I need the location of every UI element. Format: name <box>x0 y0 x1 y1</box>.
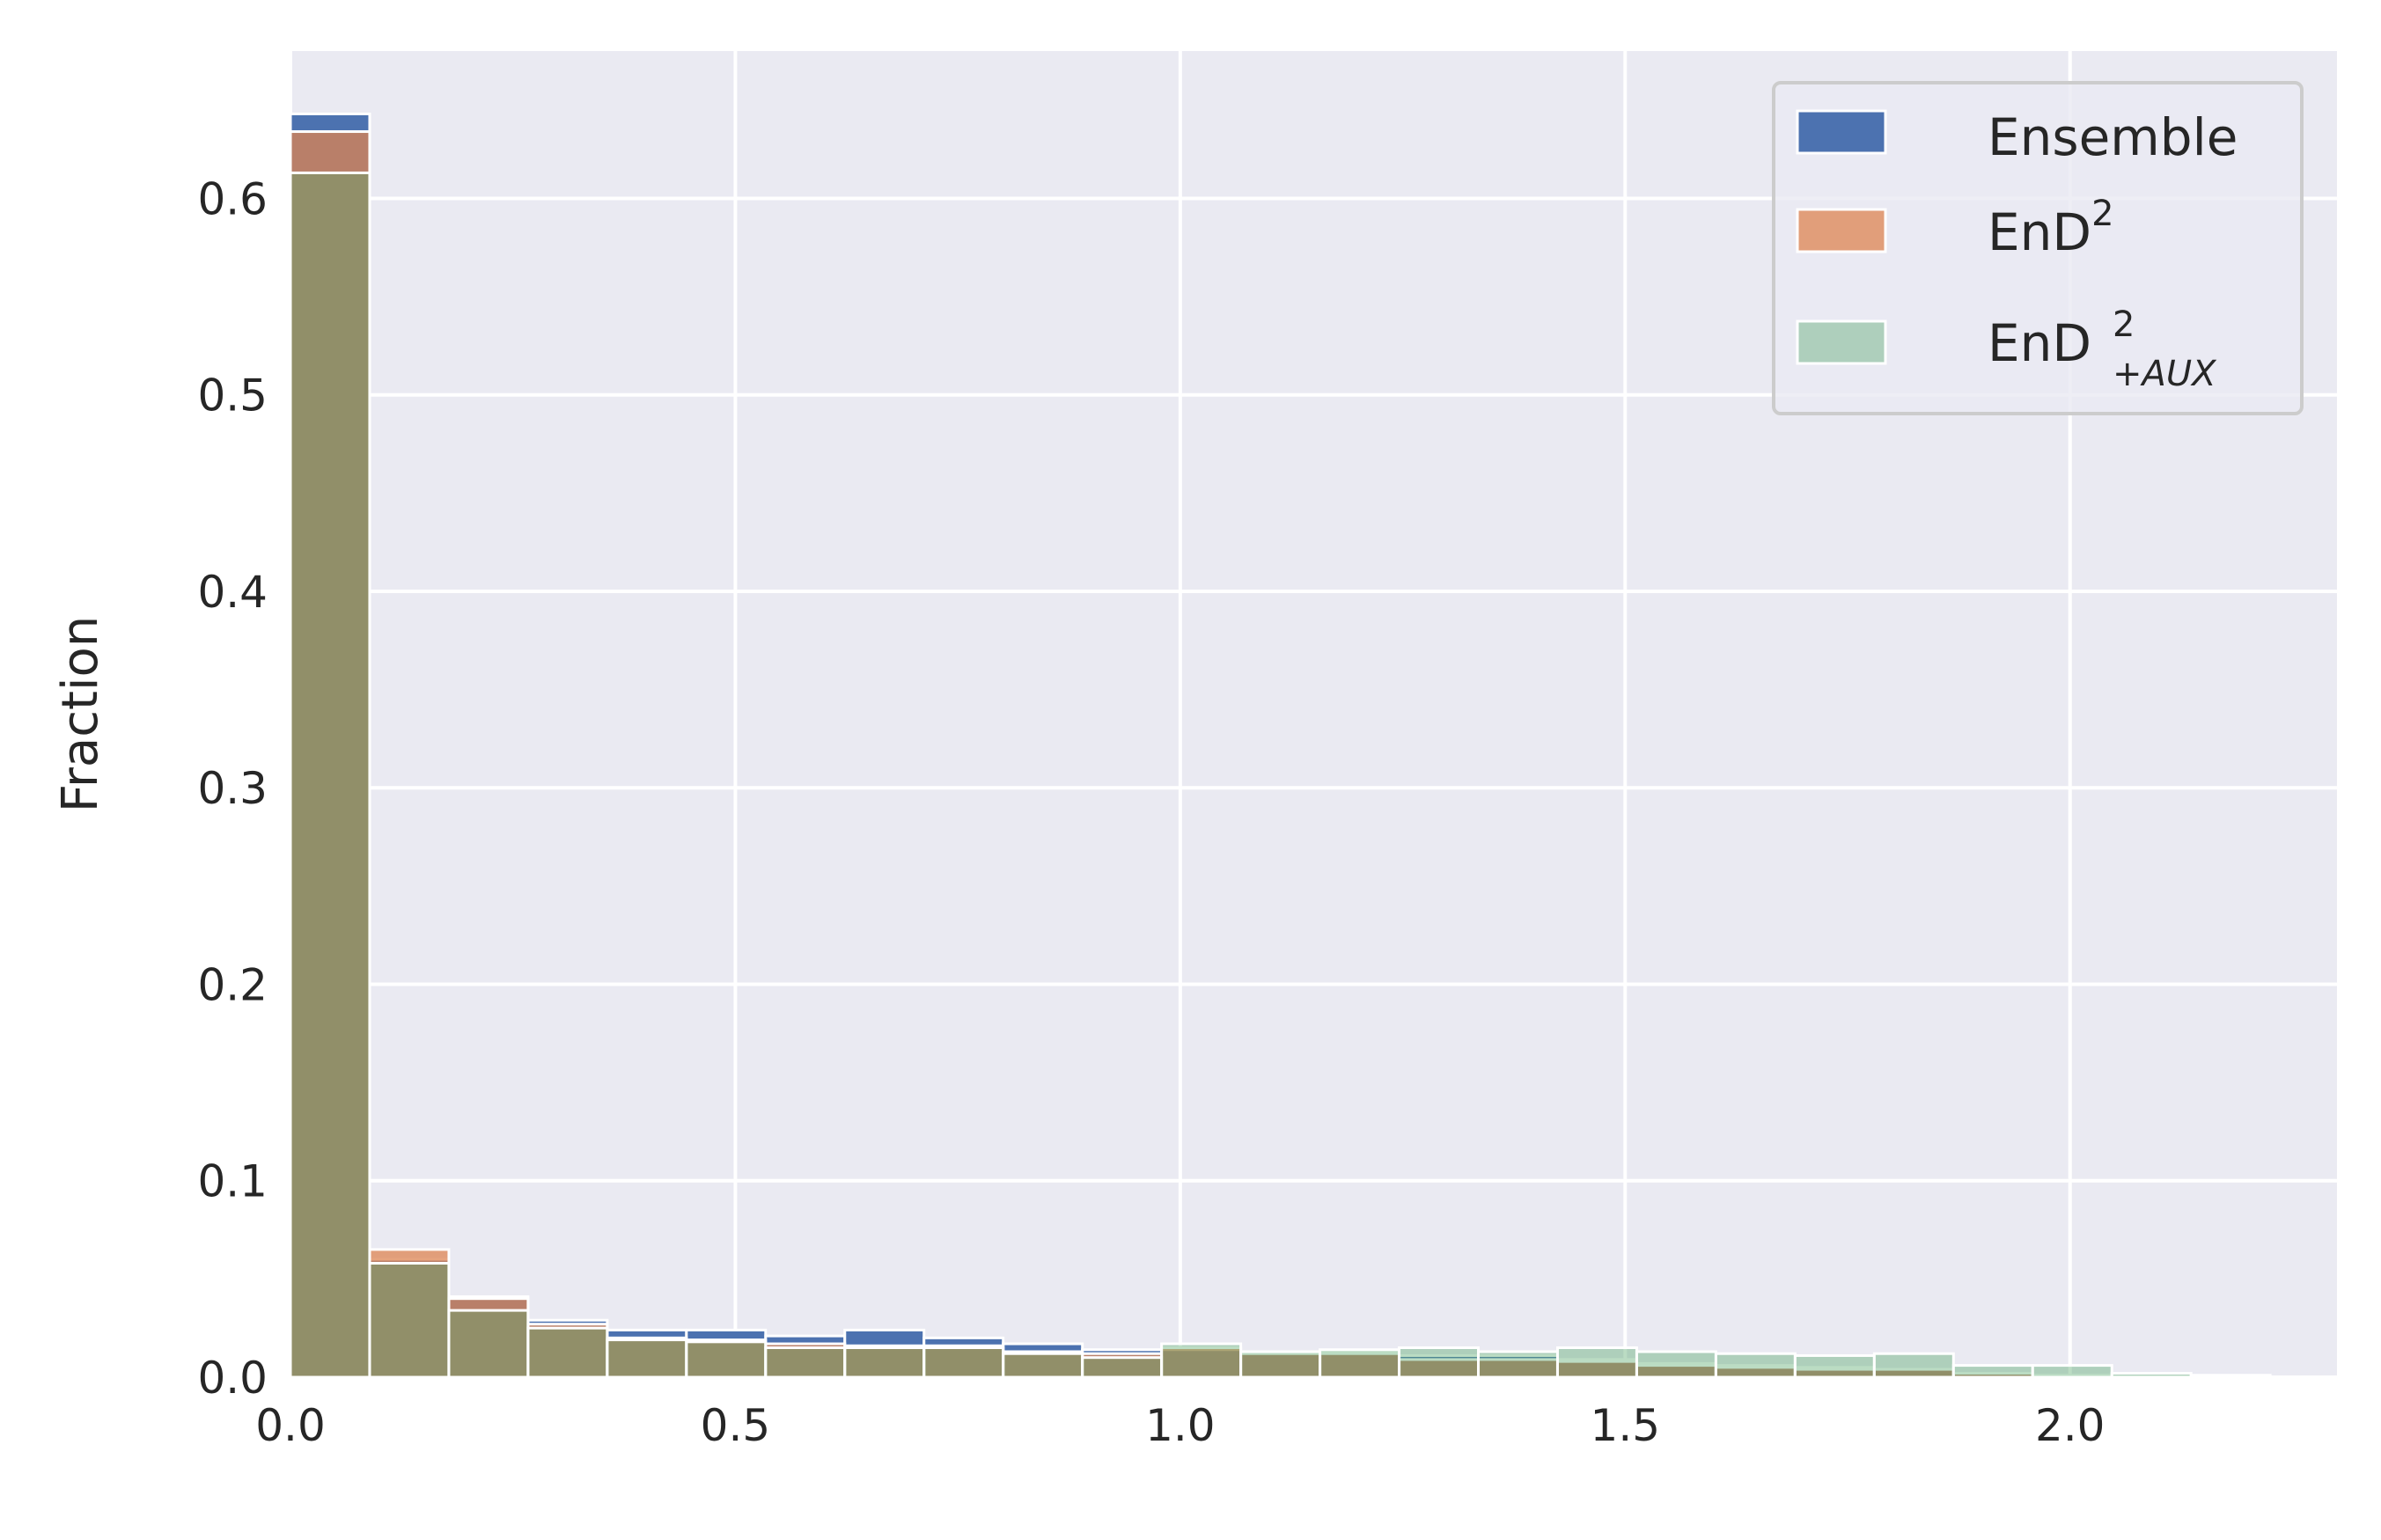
bar-series-2-bin-7 <box>843 1346 926 1379</box>
legend-label-end2-aux-base: EnD <box>1988 313 2091 373</box>
bar-series-2-bin-9 <box>1002 1352 1084 1379</box>
bar-series-2-bin-17 <box>1635 1350 1717 1379</box>
x-tick-label-3: 1.5 <box>1591 1400 1661 1451</box>
bar-series-2-bin-12 <box>1239 1350 1322 1379</box>
y-tick-label-4: 0.4 <box>197 567 268 618</box>
legend-frame <box>1772 81 2304 415</box>
y-axis-ticks: 0.0 0.1 0.2 0.3 0.4 0.5 0.6 <box>197 173 268 1404</box>
bar-series-1-bin-4 <box>606 1336 688 1379</box>
legend-swatch-end2-aux <box>1796 319 1887 365</box>
bar-series-1-bin-11 <box>1160 1346 1243 1379</box>
legend-label-end2-aux: EnD <box>1988 313 2091 373</box>
legend-swatch-ensemble <box>1796 109 1887 155</box>
bar-series-2-bin-4 <box>606 1338 688 1379</box>
legend-label-end2-aux-sub: +AUX <box>2113 354 2217 394</box>
legend-label-end2-sup: 2 <box>2091 194 2113 234</box>
bar-series-2-bin-3 <box>526 1326 609 1379</box>
y-tick-label-2: 0.2 <box>197 959 268 1010</box>
legend: Ensemble EnD2 EnD 2 +AUX <box>1772 81 2304 415</box>
bar-series-2-bin-1 <box>368 1262 451 1379</box>
legend-label-end2-aux-sup: 2 <box>2113 304 2135 345</box>
y-tick-label-6: 0.6 <box>197 173 268 224</box>
bar-series-2-bin-5 <box>685 1340 768 1379</box>
bar-series-2-bin-10 <box>1081 1356 1164 1379</box>
x-tick-label-1: 0.5 <box>701 1400 771 1451</box>
bar-series-2-bin-2 <box>447 1309 530 1379</box>
x-tick-label-0: 0.0 <box>255 1400 326 1451</box>
legend-label-ensemble: Ensemble <box>1988 107 2238 167</box>
y-tick-label-1: 0.1 <box>197 1156 268 1207</box>
bar-series-2-bin-20 <box>1872 1352 1955 1379</box>
bar-series-1-bin-12 <box>1239 1352 1322 1379</box>
bar-series-2-bin-8 <box>922 1346 1005 1379</box>
legend-label-end2: EnD2 <box>1988 194 2114 262</box>
y-tick-label-5: 0.5 <box>197 370 268 422</box>
bar-series-2-bin-15 <box>1477 1350 1559 1379</box>
y-tick-label-3: 0.3 <box>197 763 268 814</box>
bar-series-2-bin-11 <box>1160 1342 1243 1379</box>
x-tick-label-2: 1.0 <box>1145 1400 1216 1451</box>
legend-label-end2-base: EnD <box>1988 202 2091 262</box>
bar-series-2-bin-24 <box>2189 1374 2272 1379</box>
y-axis-label: Fraction <box>52 616 109 813</box>
bar-series-2-bin-6 <box>764 1346 847 1379</box>
bar-series-2-bin-23 <box>2110 1372 2193 1379</box>
bar-series-2-bin-0 <box>289 171 371 1379</box>
bar-series-2-bin-21 <box>1951 1364 2034 1379</box>
histogram-bars <box>289 112 2272 1379</box>
bar-series-2-bin-14 <box>1398 1346 1481 1379</box>
legend-swatch-end2 <box>1796 208 1887 253</box>
bar-series-2-bin-18 <box>1714 1352 1797 1379</box>
x-axis-ticks: 0.0 0.5 1.0 1.5 2.0 <box>255 1400 2105 1451</box>
bar-series-2-bin-22 <box>2031 1364 2113 1379</box>
bar-series-2-bin-13 <box>1319 1348 1401 1379</box>
x-tick-label-4: 2.0 <box>2035 1400 2105 1451</box>
bar-series-2-bin-16 <box>1555 1346 1638 1379</box>
y-tick-label-0: 0.0 <box>197 1353 268 1404</box>
bar-series-2-bin-19 <box>1793 1353 1876 1379</box>
